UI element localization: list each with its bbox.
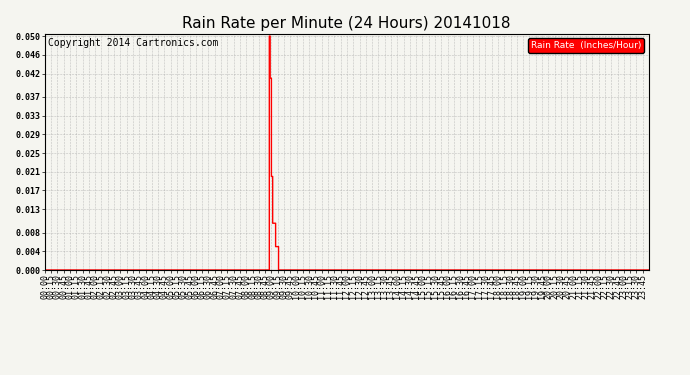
Text: Copyright 2014 Cartronics.com: Copyright 2014 Cartronics.com bbox=[48, 39, 218, 48]
Title: Rain Rate per Minute (24 Hours) 20141018: Rain Rate per Minute (24 Hours) 20141018 bbox=[182, 16, 511, 31]
Legend: Rain Rate  (Inches/Hour): Rain Rate (Inches/Hour) bbox=[529, 38, 644, 53]
